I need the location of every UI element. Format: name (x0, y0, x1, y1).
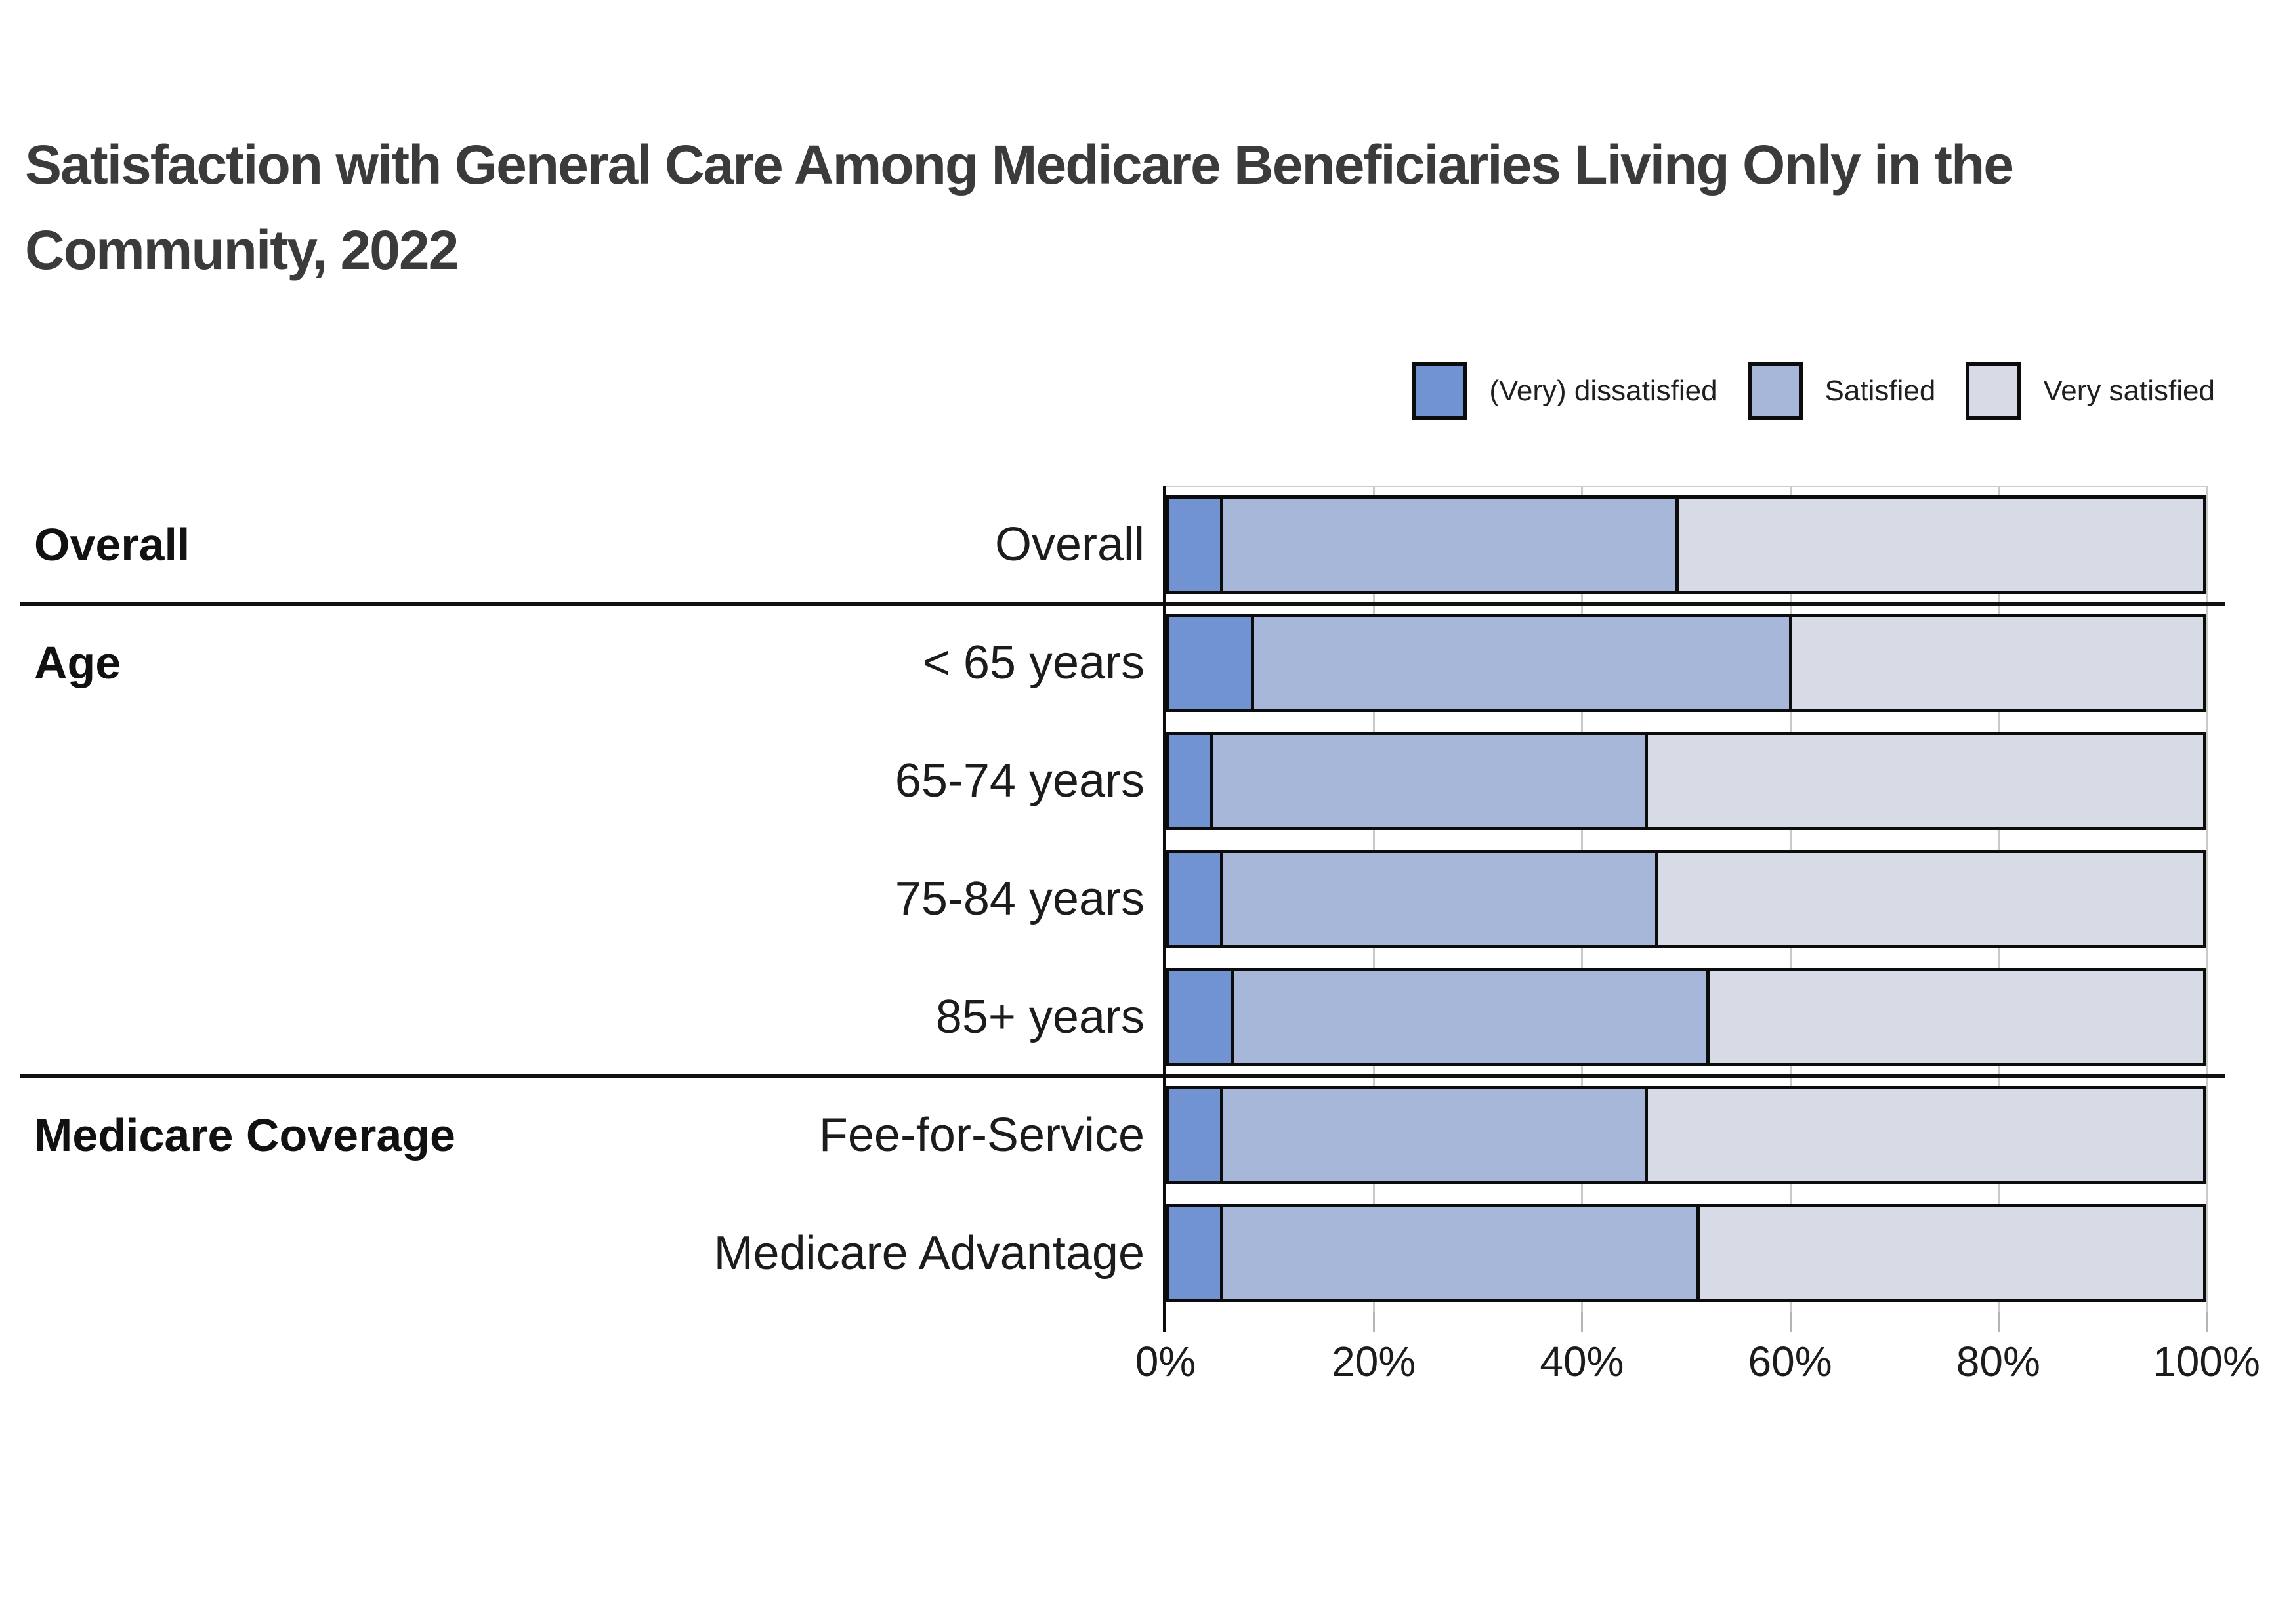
bar-segment-very-satisfied (1699, 1207, 2203, 1299)
legend: (Very) dissatisfied Satisfied Very satisfi… (1412, 362, 2215, 420)
section-separator (20, 602, 2225, 606)
bar-segment--very-dissatisfied (1169, 735, 1213, 827)
bar-medicare-advantage (1166, 1204, 2206, 1302)
chart-title: Satisfaction with General Care Among Med… (25, 122, 2014, 293)
x-axis-tick (1581, 1312, 1584, 1332)
legend-swatch-icon (1966, 362, 2021, 420)
bar-65-74-years (1166, 732, 2206, 830)
x-tick-label: 80% (1956, 1338, 2040, 1385)
legend-item--very-dissatisfied: (Very) dissatisfied (1412, 362, 1717, 420)
legend-swatch-icon (1747, 362, 1803, 420)
x-axis-tick (1789, 1312, 1792, 1332)
legend-swatch-icon (1412, 362, 1467, 420)
bar--65-years (1166, 614, 2206, 712)
row-label: 85+ years (935, 991, 1145, 1043)
row-label: Medicare Advantage (713, 1227, 1145, 1280)
group-label: Age (34, 637, 121, 688)
bar-segment-very-satisfied (1710, 971, 2203, 1063)
gridline (2206, 486, 2208, 1312)
x-axis-tick (2206, 1312, 2208, 1332)
x-tick-label: 0% (1135, 1338, 1196, 1385)
bar-75-84-years (1166, 850, 2206, 948)
bar-segment--very-dissatisfied (1169, 1207, 1224, 1299)
bar-segment-satisfied (1223, 853, 1659, 945)
legend-label: Satisfied (1824, 375, 1936, 407)
bar-85-years (1166, 968, 2206, 1066)
legend-item-very-satisfied: Very satisfied (1966, 362, 2215, 420)
bar-segment-satisfied (1213, 735, 1649, 827)
legend-label: Very satisfied (2043, 375, 2215, 407)
bar-segment--very-dissatisfied (1169, 617, 1255, 709)
legend-label: (Very) dissatisfied (1489, 375, 1717, 407)
x-tick-label: 20% (1332, 1338, 1416, 1385)
row-label: 75-84 years (895, 873, 1145, 925)
bar-segment--very-dissatisfied (1169, 853, 1224, 945)
bar-segment-satisfied (1223, 499, 1679, 591)
bar-segment--very-dissatisfied (1169, 499, 1224, 591)
section-separator (20, 1074, 2225, 1078)
x-tick-label: 40% (1540, 1338, 1624, 1385)
bar-fee-for-service (1166, 1086, 2206, 1184)
group-label: Medicare Coverage (34, 1110, 455, 1161)
x-axis-tick (1997, 1312, 2000, 1332)
bar-segment-satisfied (1254, 617, 1792, 709)
row-label: 65-74 years (895, 755, 1145, 807)
legend-item-satisfied: Satisfied (1747, 362, 1936, 420)
chart-title-line2: Community, 2022 (25, 219, 459, 281)
bar-overall (1166, 495, 2206, 594)
bar-segment-satisfied (1233, 971, 1710, 1063)
x-tick-label: 100% (2153, 1338, 2260, 1385)
group-label: Overall (34, 519, 190, 570)
plot-top-border (1166, 486, 2206, 487)
x-axis-tick (1373, 1312, 1376, 1332)
x-tick-label: 60% (1748, 1338, 1832, 1385)
y-axis-line (1163, 486, 1166, 1332)
bar-segment-very-satisfied (1648, 735, 2203, 827)
row-label: Overall (994, 518, 1145, 571)
bar-segment-very-satisfied (1679, 499, 2203, 591)
bar-segment--very-dissatisfied (1169, 1089, 1224, 1181)
bar-segment-very-satisfied (1792, 617, 2203, 709)
bar-segment--very-dissatisfied (1169, 971, 1234, 1063)
chart-title-line1: Satisfaction with General Care Among Med… (25, 134, 2014, 196)
bar-segment-satisfied (1223, 1089, 1649, 1181)
bar-segment-very-satisfied (1658, 853, 2203, 945)
bar-segment-satisfied (1223, 1207, 1700, 1299)
bar-segment-very-satisfied (1648, 1089, 2203, 1181)
row-label: < 65 years (922, 636, 1145, 689)
row-label: Fee-for-Service (818, 1109, 1145, 1161)
